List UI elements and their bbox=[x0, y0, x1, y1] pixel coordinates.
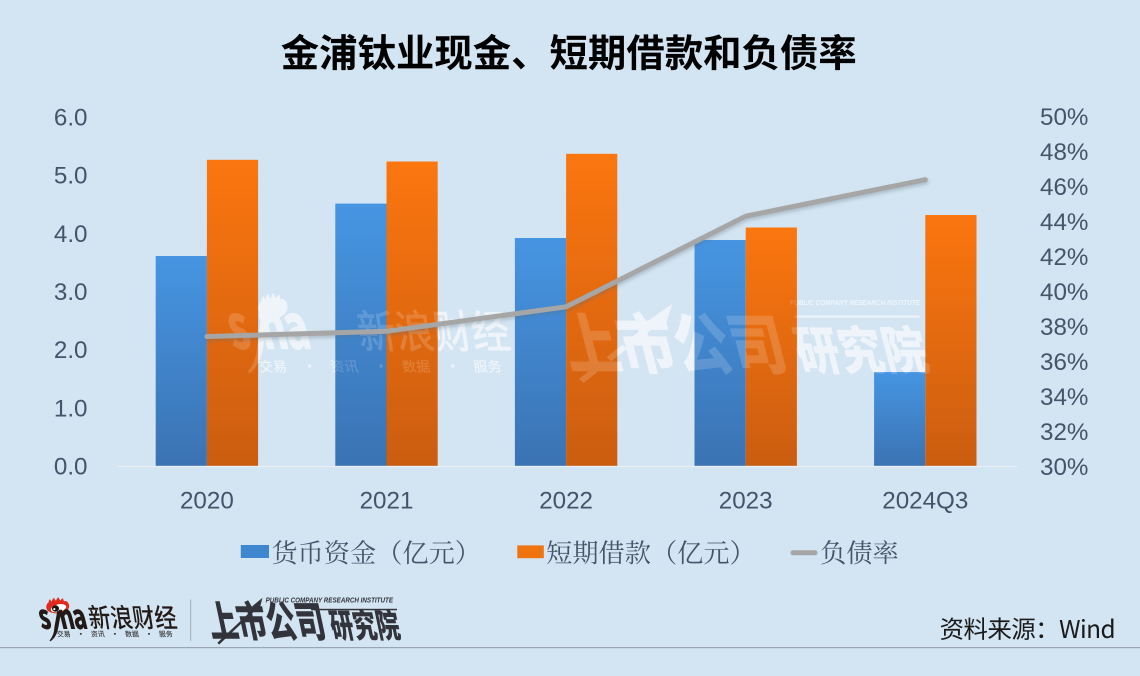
svg-text:0.0: 0.0 bbox=[54, 454, 88, 481]
svg-text:4.0: 4.0 bbox=[54, 221, 88, 248]
svg-text:3.0: 3.0 bbox=[54, 279, 88, 306]
svg-text:2024Q3: 2024Q3 bbox=[882, 487, 968, 514]
svg-text:44%: 44% bbox=[1040, 209, 1088, 236]
svg-text:42%: 42% bbox=[1040, 244, 1088, 271]
svg-text:2021: 2021 bbox=[360, 487, 414, 514]
svg-text:2.0: 2.0 bbox=[54, 337, 88, 364]
svg-text:34%: 34% bbox=[1040, 384, 1088, 411]
svg-text:2022: 2022 bbox=[539, 487, 593, 514]
svg-text:38%: 38% bbox=[1040, 314, 1088, 341]
svg-text:40%: 40% bbox=[1040, 279, 1088, 306]
svg-text:PUBLIC COMPANY RESEARCH INSTIT: PUBLIC COMPANY RESEARCH INSTITUTE bbox=[266, 596, 394, 605]
svg-text:2020: 2020 bbox=[180, 487, 234, 514]
svg-text:6.0: 6.0 bbox=[54, 104, 88, 131]
svg-text:30%: 30% bbox=[1040, 454, 1088, 481]
svg-text:48%: 48% bbox=[1040, 139, 1088, 166]
svg-text:36%: 36% bbox=[1040, 349, 1088, 376]
svg-text:1.0: 1.0 bbox=[54, 395, 88, 422]
svg-text:46%: 46% bbox=[1040, 174, 1088, 201]
svg-text:50%: 50% bbox=[1040, 104, 1088, 131]
svg-text:5.0: 5.0 bbox=[54, 163, 88, 190]
svg-text:32%: 32% bbox=[1040, 419, 1088, 446]
svg-text:2023: 2023 bbox=[719, 487, 773, 514]
